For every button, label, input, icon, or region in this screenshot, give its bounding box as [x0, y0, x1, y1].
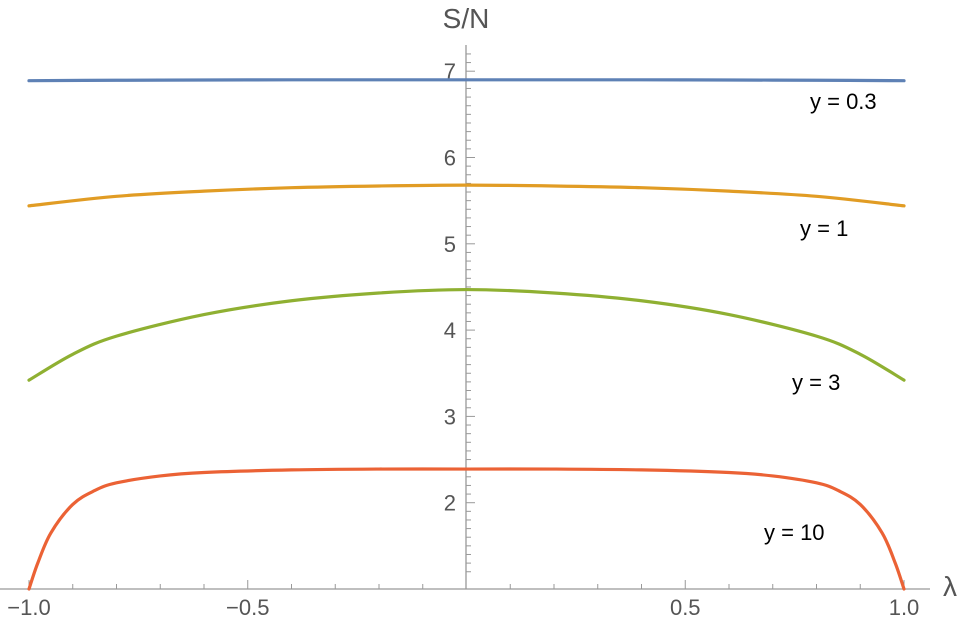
series-lines: [27, 78, 906, 591]
series-label-y-1: y = 1: [800, 216, 848, 241]
series-label-y-0-3: y = 0.3: [810, 89, 877, 114]
axis-tick-labels: −1.0 −0.5 0.5 1.0 2 3 4 5 6 7: [7, 59, 919, 620]
axes: −1.0 −0.5 0.5 1.0 2 3 4 5 6 7 λ S/N: [0, 3, 957, 620]
x-tick-label: −1.0: [7, 595, 50, 620]
x-tick-label: −0.5: [226, 595, 269, 620]
series-label-y-10: y = 10: [764, 520, 825, 545]
x-tick-label: 0.5: [670, 595, 701, 620]
series-annotations: y = 0.3 y = 1 y = 3 y = 10: [764, 89, 877, 545]
axis-ticks: [28, 53, 905, 589]
x-tick-label: 1.0: [889, 595, 920, 620]
y-tick-label: 4: [444, 318, 456, 343]
series-line-y-1: [27, 183, 906, 208]
series-line-y-0-3: [27, 78, 906, 83]
y-tick-label: 3: [444, 404, 456, 429]
series-line-y-10: [27, 467, 906, 591]
y-tick-label: 7: [444, 59, 456, 84]
y-axis-label: S/N: [443, 3, 490, 34]
x-axis-label: λ: [943, 571, 957, 602]
y-tick-label: 5: [444, 232, 456, 257]
series-line-y-3: [27, 287, 906, 382]
y-tick-label: 6: [444, 146, 456, 171]
series-label-y-3: y = 3: [792, 370, 840, 395]
y-tick-label: 2: [444, 491, 456, 516]
